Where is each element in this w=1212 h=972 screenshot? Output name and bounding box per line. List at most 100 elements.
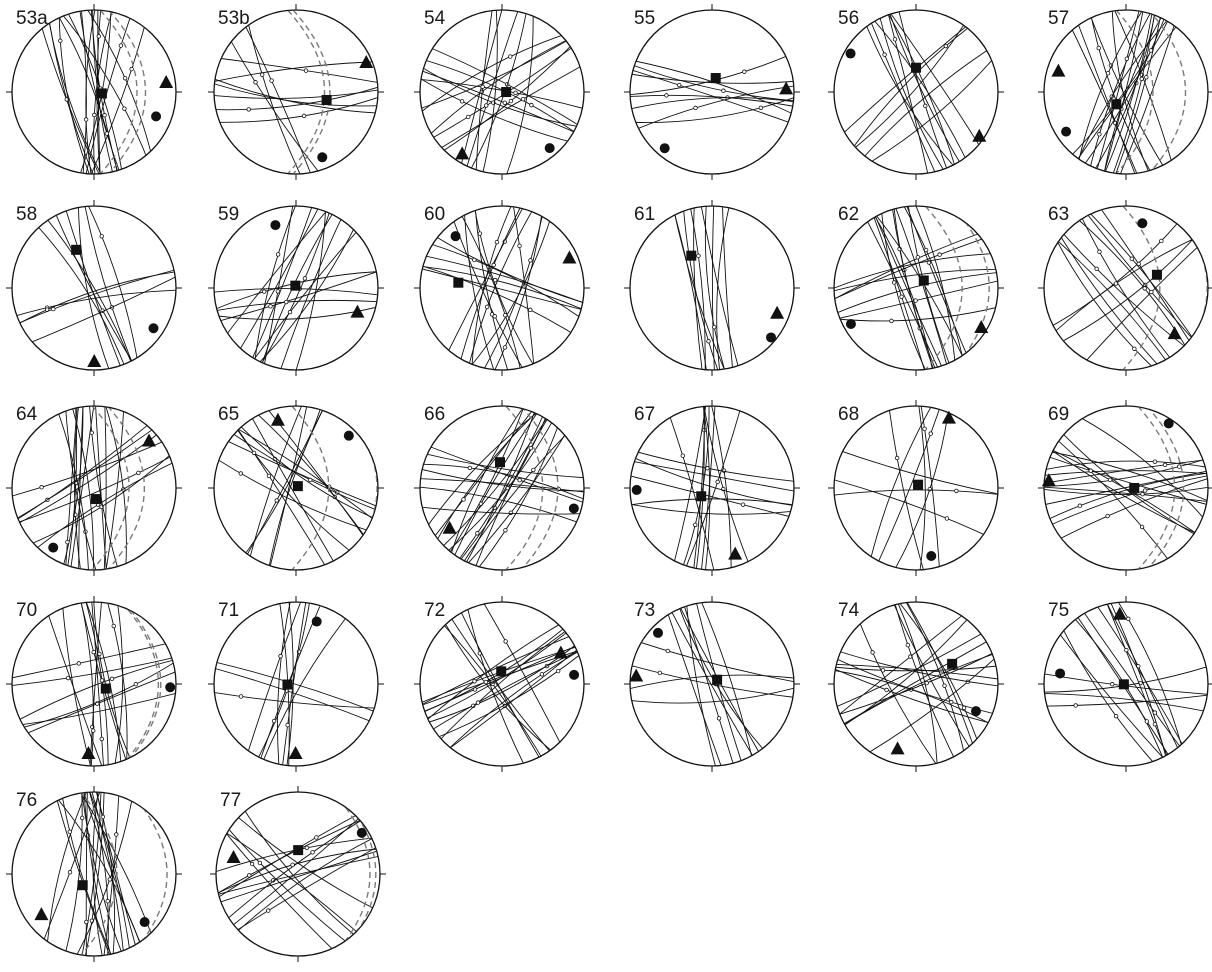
great-circle-arcs (214, 10, 378, 174)
sigma3-circle-marker (148, 323, 159, 334)
sigma1-square-marker (282, 679, 293, 690)
sigma1-square-marker (321, 94, 332, 105)
sigma2-triangle-marker (442, 520, 457, 534)
sigma1-square-marker (710, 73, 721, 84)
net-label: 61 (634, 204, 655, 225)
net-outline (833, 9, 999, 175)
sigma2-triangle-marker (890, 741, 905, 755)
sigma2-triangle-marker (1167, 326, 1182, 340)
stereonet-69: 69 (1038, 400, 1212, 576)
sigma2-triangle-marker (1112, 606, 1127, 620)
axis-symbols (450, 231, 577, 288)
sigma2-triangle-marker (1051, 63, 1066, 77)
sigma2-triangle-marker (350, 304, 365, 318)
sigma2-triangle-marker (770, 305, 785, 319)
sigma3-circle-marker (845, 48, 856, 59)
sigma3-circle-marker (139, 917, 150, 928)
net-ticks (210, 786, 386, 962)
sigma3-circle-marker (356, 827, 367, 838)
sigma3-circle-marker (971, 706, 982, 717)
axis-symbols (96, 74, 174, 122)
axis-symbols (81, 682, 176, 760)
net-label: 66 (424, 404, 445, 425)
stereonet-66: 66 (414, 400, 590, 576)
net-label: 63 (1048, 204, 1069, 225)
sigma1-square-marker (501, 87, 512, 98)
great-circle-arcs (420, 406, 584, 570)
axis-symbols (686, 250, 785, 343)
stereonet-63: 63 (1038, 200, 1212, 376)
stereonet-64: 64 (6, 400, 182, 576)
sigma1-square-marker (696, 491, 707, 502)
net-label: 53a (16, 8, 48, 29)
net-label: 53b (218, 8, 250, 29)
stereonet-53b: 53b (208, 4, 384, 180)
sigma3-circle-marker (270, 220, 281, 231)
stereonet-70: 70 (6, 596, 182, 772)
net-outline (11, 791, 177, 957)
net-label: 65 (218, 404, 239, 425)
sigma3-circle-marker (568, 503, 579, 514)
sigma3-circle-marker (653, 627, 663, 638)
net-ticks (624, 596, 800, 772)
sigma1-square-marker (496, 666, 507, 677)
sigma3-circle-marker (343, 430, 354, 441)
sigma3-circle-marker (1163, 418, 1174, 429)
stereonet-65: 65 (208, 400, 384, 576)
net-label: 54 (424, 8, 446, 29)
sigma2-triangle-marker (629, 668, 644, 682)
great-circle-arcs (834, 10, 998, 174)
stereonet-55: 55 (624, 4, 800, 180)
net-label: 71 (218, 600, 239, 621)
net-ticks (1038, 4, 1212, 180)
net-label: 60 (424, 204, 445, 225)
great-circle-arcs (420, 602, 584, 766)
sigma2-triangle-marker (142, 433, 157, 447)
net-outline (419, 205, 585, 371)
net-label: 67 (634, 404, 655, 425)
sigma3-circle-marker (1061, 126, 1072, 137)
sigma2-triangle-marker (87, 353, 102, 367)
net-ticks (208, 200, 384, 376)
sigma3-circle-marker (311, 616, 322, 627)
sigma2-triangle-marker (553, 645, 568, 659)
net-label: 77 (220, 790, 241, 811)
sigma2-triangle-marker (455, 146, 470, 160)
sigma2-triangle-marker (288, 745, 303, 759)
net-label: 62 (838, 204, 859, 225)
great-circle-arcs (1060, 10, 1187, 174)
axis-symbols (34, 880, 150, 928)
stereonet-74: 74 (828, 596, 1004, 772)
axis-symbols (455, 87, 555, 160)
net-label: 58 (16, 204, 37, 225)
stereonet-73: 73 (624, 596, 800, 772)
sigma2-triangle-marker (359, 54, 374, 68)
sigma1-square-marker (1151, 269, 1162, 280)
sigma2-triangle-marker (562, 250, 577, 264)
sigma3-circle-marker (450, 231, 461, 242)
sigma2-triangle-marker (270, 412, 285, 426)
sigma1-square-marker (293, 845, 304, 856)
net-label: 76 (16, 790, 37, 811)
net-ticks (208, 400, 384, 576)
stereonet-57: 57 (1038, 4, 1212, 180)
axis-symbols (1051, 63, 1122, 137)
net-outline (213, 9, 379, 175)
net-label: 73 (634, 600, 655, 621)
axis-symbols (226, 827, 367, 864)
great-circle-arcs (12, 206, 176, 370)
great-circle-arcs (36, 792, 168, 956)
sigma3-circle-marker (659, 143, 670, 154)
sigma1-square-marker (100, 683, 111, 694)
sigma3-circle-marker (1137, 218, 1148, 229)
net-ticks (6, 200, 182, 376)
stereonet-72: 72 (414, 596, 590, 772)
sigma3-circle-marker (1055, 668, 1066, 679)
net-label: 75 (1048, 600, 1069, 621)
net-label: 69 (1048, 404, 1069, 425)
axis-symbols (890, 658, 982, 755)
stereonet-75: 75 (1038, 596, 1212, 772)
sigma3-circle-marker (631, 484, 642, 495)
net-label: 64 (16, 404, 38, 425)
sigma3-circle-marker (48, 542, 59, 553)
